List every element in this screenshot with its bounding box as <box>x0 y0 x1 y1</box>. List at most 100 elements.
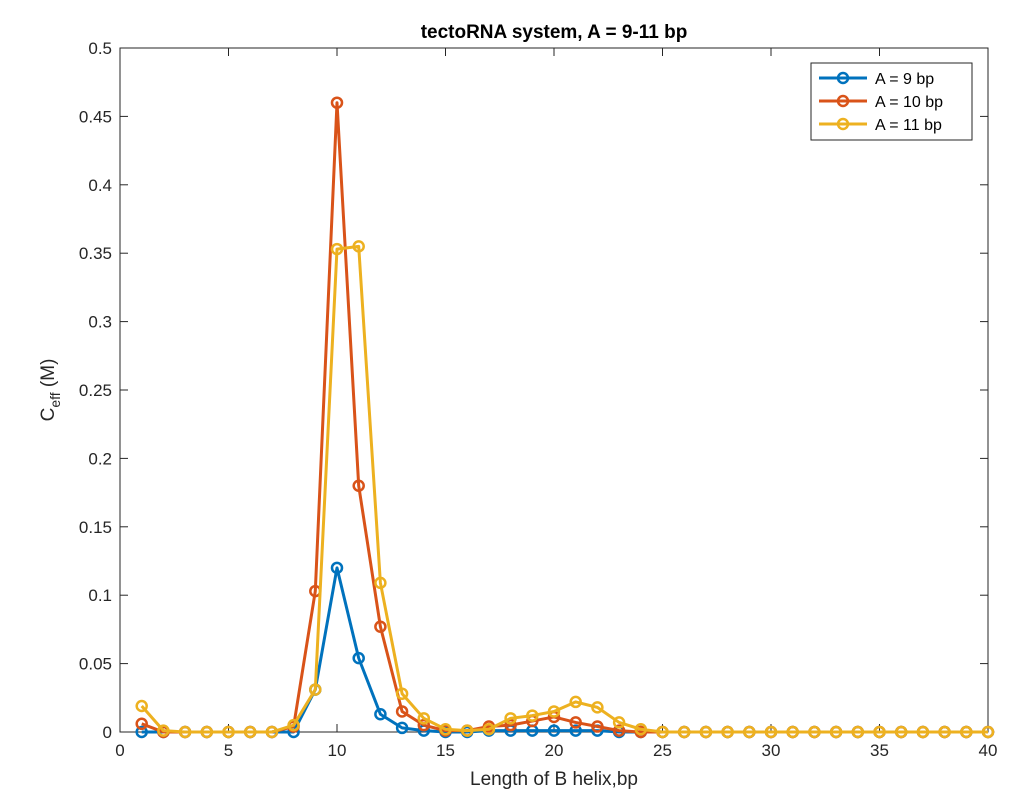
data-point <box>395 705 409 718</box>
legend-label: A = 11 bp <box>875 117 942 134</box>
data-point <box>157 724 170 737</box>
legend-label: A = 10 bp <box>875 94 943 111</box>
data-point <box>309 683 322 696</box>
data-point <box>330 561 344 575</box>
data-point <box>547 724 561 737</box>
data-point <box>374 707 387 721</box>
data-point <box>352 651 365 665</box>
data-point <box>656 725 669 739</box>
legend-swatch-marker <box>836 94 850 108</box>
data-point <box>330 96 344 109</box>
y-tick-label: 0 <box>103 723 112 742</box>
data-point <box>938 725 951 739</box>
data-point <box>417 712 431 725</box>
data-point <box>135 725 148 739</box>
data-point <box>200 725 214 739</box>
series-group <box>135 96 995 739</box>
legend-item: A = 11 bp <box>819 117 942 134</box>
data-point <box>569 716 582 729</box>
legend-swatch-marker <box>836 117 850 131</box>
chart-title: tectoRNA system, A = 9-11 bp <box>421 22 688 43</box>
data-point <box>482 723 496 736</box>
data-point <box>591 720 604 733</box>
y-tick-label: 0.1 <box>88 586 112 605</box>
x-tick-label: 10 <box>328 741 347 760</box>
data-point <box>439 723 452 736</box>
data-point <box>243 725 257 739</box>
y-tick-label: 0.35 <box>79 244 112 263</box>
x-tick-label: 40 <box>979 741 998 760</box>
y-tick-label: 0.25 <box>79 381 112 400</box>
x-tick-label: 0 <box>115 741 124 760</box>
ticks: 0 5 10 15 20 25 30 35 40 0 0.05 0.1 0.15 0.2 0.25 0.3 0.… <box>79 39 998 760</box>
x-tick-label: 20 <box>545 741 564 760</box>
data-point <box>460 724 474 737</box>
data-point <box>178 725 192 739</box>
series-3 <box>135 240 995 739</box>
y-tick-label: 0.15 <box>79 518 112 537</box>
data-point <box>526 709 539 722</box>
data-point <box>504 712 517 725</box>
data-point <box>395 721 409 735</box>
x-tick-label: 5 <box>224 741 233 760</box>
y-axis-title: Ceff (M) <box>38 359 63 422</box>
data-point <box>417 718 431 732</box>
data-point <box>634 723 648 736</box>
data-point <box>569 724 582 737</box>
data-point <box>135 699 148 713</box>
data-point <box>591 701 604 714</box>
data-point <box>352 240 365 253</box>
x-tick-label: 30 <box>762 741 781 760</box>
axes-box <box>119 47 989 733</box>
data-point <box>960 725 973 739</box>
data-point <box>677 725 691 739</box>
y-tick-label: 0.05 <box>79 655 112 674</box>
data-point <box>330 242 344 256</box>
data-point <box>829 725 843 739</box>
y-axis-title-sub: eff <box>47 392 63 407</box>
data-point <box>743 725 756 739</box>
data-point <box>374 576 387 590</box>
legend: A = 9 bp A = 10 bp A = 11 bp <box>810 62 973 141</box>
data-point <box>222 725 235 739</box>
data-point <box>916 725 930 739</box>
data-point <box>395 687 409 700</box>
y-tick-label: 0.2 <box>88 449 112 468</box>
legend-item: A = 9 bp <box>819 71 934 88</box>
data-point <box>287 718 300 732</box>
y-tick-label: 0.3 <box>88 313 112 332</box>
data-point <box>981 725 995 739</box>
data-point <box>851 725 865 739</box>
y-axis-title-main: C <box>38 408 59 422</box>
legend-label: A = 9 bp <box>875 71 934 88</box>
data-point <box>569 695 582 709</box>
legend-swatch-marker <box>836 71 850 85</box>
data-point <box>612 716 626 729</box>
data-point <box>135 717 148 731</box>
x-axis-title: Length of B helix,bp <box>470 769 638 790</box>
data-point <box>612 724 626 737</box>
data-point <box>265 725 279 739</box>
x-tick-label: 25 <box>653 741 672 760</box>
data-point <box>699 725 713 739</box>
data-point <box>808 725 821 739</box>
data-point <box>721 725 734 739</box>
data-point <box>374 620 387 633</box>
data-point <box>352 479 365 493</box>
plot-area <box>119 47 989 733</box>
y-tick-label: 0.4 <box>88 176 112 195</box>
data-point <box>504 718 517 732</box>
x-tick-label: 15 <box>436 741 455 760</box>
y-tick-label: 0.45 <box>79 107 112 126</box>
x-tick-label: 35 <box>870 741 889 760</box>
data-point <box>547 705 561 718</box>
data-point <box>873 725 886 739</box>
series-line <box>140 244 988 734</box>
legend-item: A = 10 bp <box>819 94 943 111</box>
y-axis-title-unit: (M) <box>38 359 59 393</box>
data-point <box>786 725 799 739</box>
data-point <box>764 725 778 739</box>
y-tick-label: 0.5 <box>88 39 112 58</box>
data-point <box>894 725 908 739</box>
